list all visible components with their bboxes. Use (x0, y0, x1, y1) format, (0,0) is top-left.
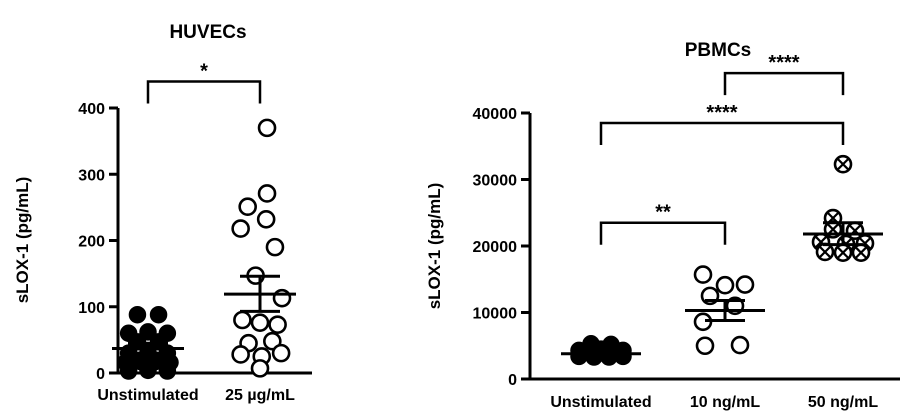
data-point (257, 118, 277, 138)
data-point-ring (730, 335, 750, 355)
significance-bracket (599, 221, 727, 245)
y-tick-label: 40000 (473, 106, 518, 123)
significance-label: * (200, 61, 208, 83)
data-point-ring (231, 219, 250, 238)
data-point-cross (837, 246, 849, 259)
significance-label: **** (768, 52, 799, 74)
data-point-ring (231, 345, 250, 364)
category-label: Unstimulated (97, 387, 198, 404)
chart-title: PBMCs (685, 40, 752, 61)
data-point-cross (819, 246, 831, 258)
category-label: Unstimulated (550, 394, 651, 411)
data-point (139, 361, 157, 380)
data-point-ring (693, 265, 713, 284)
data-point-ring (265, 237, 285, 257)
chart-title: HUVECs (169, 22, 246, 43)
data-point (250, 359, 270, 378)
chart-huvecs: HUVECs sLOX-1 (pg/mL) 0 100 200 300 400 Unstimu… (13, 22, 312, 404)
y-tick-label: 0 (508, 372, 517, 389)
data-point (271, 343, 291, 363)
category-label: 50 ng/mL (808, 394, 878, 411)
data-point (695, 336, 715, 356)
y-tick-label: 400 (78, 101, 105, 118)
data-point (265, 237, 285, 257)
data-point (693, 265, 713, 284)
data-point (256, 210, 276, 229)
category-label: 25 µg/mL (225, 387, 295, 404)
chart-pbmcs: PBMCs sLOX-1 (pg/mL) 0 10000 20000 30000 40000… (425, 40, 900, 411)
data-point (257, 184, 277, 203)
data-point (715, 275, 735, 295)
y-tick-label: 20000 (473, 239, 518, 256)
data-point-ring (238, 197, 257, 217)
data-point-ring (256, 210, 276, 229)
data-point (272, 288, 292, 308)
data-point-ring (257, 184, 277, 203)
category-label: 10 ng/mL (690, 394, 760, 411)
significance-bracket (723, 71, 845, 96)
y-tick-label: 100 (78, 300, 105, 317)
data-point (231, 345, 250, 364)
significance-label: ** (655, 202, 671, 224)
data-point-ring (735, 275, 755, 294)
data-point (139, 323, 157, 341)
data-point-ring (250, 359, 270, 378)
data-point (735, 275, 755, 294)
data-point (119, 362, 138, 380)
y-tick-label: 300 (78, 167, 105, 184)
data-point (158, 362, 177, 380)
data-point-cross (855, 246, 867, 259)
y-tick-label: 200 (78, 234, 105, 251)
y-tick-label: 10000 (473, 306, 518, 323)
y-axis-label: sLOX-1 (pg/mL) (13, 177, 32, 304)
data-point (128, 305, 147, 324)
data-point (231, 219, 250, 238)
y-axis-label: sLOX-1 (pg/mL) (425, 183, 444, 310)
data-point (730, 335, 750, 355)
significance-bracket (599, 121, 845, 145)
data-point-ring (257, 118, 277, 138)
y-tick-label: 30000 (473, 173, 518, 190)
data-point (815, 242, 835, 262)
data-point (268, 315, 287, 334)
data-point (833, 154, 853, 174)
significance-bracket (146, 80, 262, 104)
data-point-ring (695, 336, 715, 356)
data-point-ring (272, 288, 292, 308)
data-point (851, 243, 871, 262)
data-point (833, 243, 853, 262)
data-point-cross (837, 158, 849, 170)
data-point-ring (233, 310, 252, 330)
data-point (149, 305, 168, 324)
data-point-ring (268, 315, 287, 334)
data-point-ring (715, 275, 735, 295)
significance-label: **** (706, 102, 737, 124)
data-point (238, 197, 257, 217)
data-point-ring (271, 343, 291, 363)
data-point-cross (815, 236, 827, 248)
y-tick-label: 0 (96, 366, 105, 383)
data-point (250, 313, 270, 332)
data-point (233, 310, 252, 330)
data-point-ring (250, 313, 270, 332)
